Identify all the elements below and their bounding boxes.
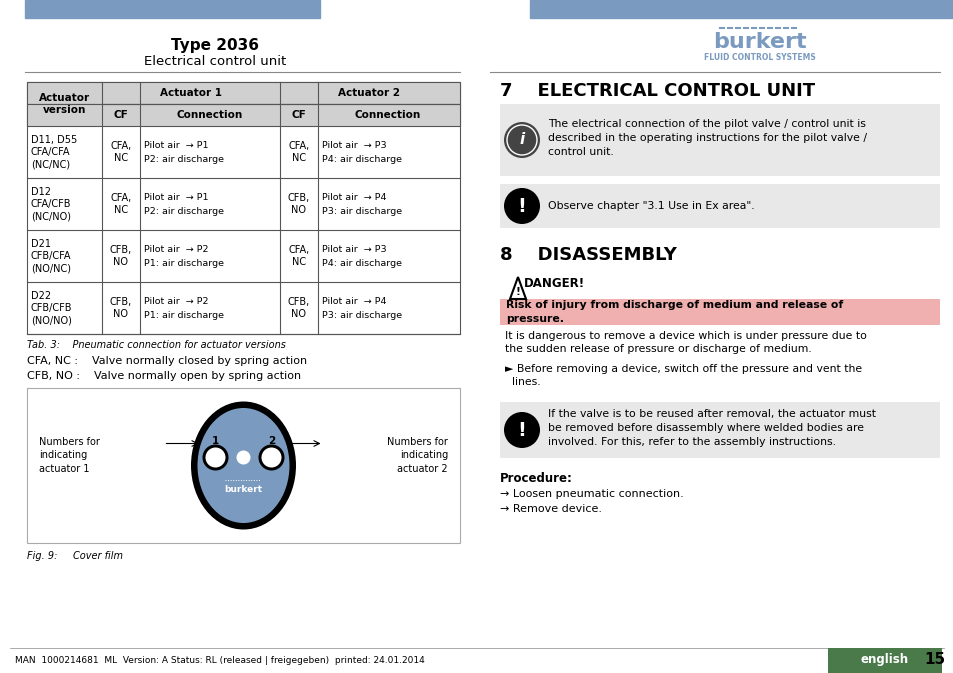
Text: Electrical control unit: Electrical control unit <box>144 55 286 68</box>
Ellipse shape <box>191 402 295 530</box>
Text: → Remove device.: → Remove device. <box>499 504 601 514</box>
Circle shape <box>503 122 539 158</box>
Text: P1: air discharge: P1: air discharge <box>144 258 224 267</box>
Circle shape <box>236 450 251 464</box>
Bar <box>530 0 953 18</box>
Text: burkert: burkert <box>713 32 806 52</box>
Bar <box>27 388 459 543</box>
Text: P1: air discharge: P1: air discharge <box>144 310 224 320</box>
Text: D22
CFB/CFB
(NO/NO): D22 CFB/CFB (NO/NO) <box>30 291 72 326</box>
Text: P3: air discharge: P3: air discharge <box>322 207 402 215</box>
Text: english: english <box>860 653 908 666</box>
Text: Procedure:: Procedure: <box>499 472 572 485</box>
Circle shape <box>503 188 539 224</box>
Text: DANGER!: DANGER! <box>523 277 584 290</box>
Bar <box>499 299 939 325</box>
Text: ► Before removing a device, switch off the pressure and vent the
  lines.: ► Before removing a device, switch off t… <box>504 364 862 387</box>
Text: D11, D55
CFA/CFA
(NC/NC): D11, D55 CFA/CFA (NC/NC) <box>30 135 77 170</box>
Text: P3: air discharge: P3: air discharge <box>322 310 402 320</box>
Text: CFA,
NC: CFA, NC <box>288 141 310 163</box>
Text: If the valve is to be reused after removal, the actuator must
be removed before : If the valve is to be reused after remov… <box>547 409 875 447</box>
Text: Numbers for
indicating
actuator 1: Numbers for indicating actuator 1 <box>39 437 100 474</box>
Text: Pilot air  → P4: Pilot air → P4 <box>322 192 386 201</box>
Text: Numbers for
indicating
actuator 2: Numbers for indicating actuator 2 <box>387 437 448 474</box>
Bar <box>499 184 939 228</box>
Text: CFB,
NO: CFB, NO <box>288 192 310 215</box>
Text: Type 2036: Type 2036 <box>171 38 258 53</box>
Bar <box>499 402 939 458</box>
Bar <box>27 104 459 126</box>
Text: It is dangerous to remove a device which is under pressure due to
the sudden rel: It is dangerous to remove a device which… <box>504 331 866 354</box>
Text: !: ! <box>515 287 520 297</box>
Text: CFA,
NC: CFA, NC <box>111 141 132 163</box>
Text: P4: air discharge: P4: air discharge <box>322 258 401 267</box>
Text: 15: 15 <box>923 653 944 668</box>
Text: P2: air discharge: P2: air discharge <box>144 207 224 215</box>
Text: CFA,
NC: CFA, NC <box>288 245 310 267</box>
Polygon shape <box>510 277 525 299</box>
Text: CF: CF <box>113 110 129 120</box>
Text: CFB, NO :    Valve normally open by spring action: CFB, NO : Valve normally open by spring … <box>27 371 301 381</box>
Circle shape <box>205 448 225 468</box>
Text: Risk of injury from discharge of medium and release of
pressure.: Risk of injury from discharge of medium … <box>505 300 842 324</box>
Text: CFA, NC :    Valve normally closed by spring action: CFA, NC : Valve normally closed by sprin… <box>27 356 307 366</box>
Text: Fig. 9:     Cover film: Fig. 9: Cover film <box>27 551 123 561</box>
Text: CFB,
NO: CFB, NO <box>288 297 310 319</box>
Text: !: ! <box>517 421 526 441</box>
Bar <box>499 104 939 176</box>
Text: CF: CF <box>292 110 306 120</box>
Bar <box>27 82 459 104</box>
Text: D12
CFA/CFB
(NC/NO): D12 CFA/CFB (NC/NO) <box>30 186 71 221</box>
Text: 2: 2 <box>268 437 274 446</box>
Text: D21
CFB/CFA
(NO/NC): D21 CFB/CFA (NO/NC) <box>30 239 71 273</box>
Text: Pilot air  → P3: Pilot air → P3 <box>322 244 386 254</box>
Text: Pilot air  → P2: Pilot air → P2 <box>144 244 209 254</box>
Text: 1: 1 <box>212 437 219 446</box>
Bar <box>27 82 459 334</box>
Text: Actuator 2: Actuator 2 <box>337 88 399 98</box>
Text: Pilot air  → P1: Pilot air → P1 <box>144 141 209 149</box>
Text: P2: air discharge: P2: air discharge <box>144 155 224 164</box>
Bar <box>25 0 319 18</box>
Text: Actuator 1: Actuator 1 <box>160 88 222 98</box>
Text: Observe chapter "3.1 Use in Ex area".: Observe chapter "3.1 Use in Ex area". <box>547 201 754 211</box>
Text: 8    DISASSEMBLY: 8 DISASSEMBLY <box>499 246 677 264</box>
Text: 7    ELECTRICAL CONTROL UNIT: 7 ELECTRICAL CONTROL UNIT <box>499 82 814 100</box>
Text: Pilot air  → P4: Pilot air → P4 <box>322 297 386 306</box>
Text: Pilot air  → P1: Pilot air → P1 <box>144 192 209 201</box>
Circle shape <box>261 448 281 468</box>
Text: MAN  1000214681  ML  Version: A Status: RL (released | freigegeben)  printed: 24: MAN 1000214681 ML Version: A Status: RL … <box>15 656 424 665</box>
Bar <box>827 648 941 673</box>
Text: CFA,
NC: CFA, NC <box>111 192 132 215</box>
Text: The electrical connection of the pilot valve / control unit is
described in the : The electrical connection of the pilot v… <box>547 119 866 157</box>
Text: Connection: Connection <box>176 110 243 120</box>
Text: i: i <box>518 133 524 147</box>
Circle shape <box>503 412 539 448</box>
Text: Connection: Connection <box>355 110 420 120</box>
Text: Pilot air  → P3: Pilot air → P3 <box>322 141 386 149</box>
Circle shape <box>202 444 229 470</box>
Text: Tab. 3:    Pneumatic connection for actuator versions: Tab. 3: Pneumatic connection for actuato… <box>27 340 286 350</box>
Text: burkert: burkert <box>224 485 262 494</box>
Text: P4: air discharge: P4: air discharge <box>322 155 401 164</box>
Text: Actuator
version: Actuator version <box>39 93 90 115</box>
Text: !: ! <box>517 197 526 217</box>
Text: Pilot air  → P2: Pilot air → P2 <box>144 297 209 306</box>
Text: FLUID CONTROL SYSTEMS: FLUID CONTROL SYSTEMS <box>703 52 815 61</box>
Text: CFB,
NO: CFB, NO <box>110 297 132 319</box>
Text: CFB,
NO: CFB, NO <box>110 245 132 267</box>
Text: → Loosen pneumatic connection.: → Loosen pneumatic connection. <box>499 489 683 499</box>
Circle shape <box>258 444 284 470</box>
Ellipse shape <box>197 408 289 523</box>
